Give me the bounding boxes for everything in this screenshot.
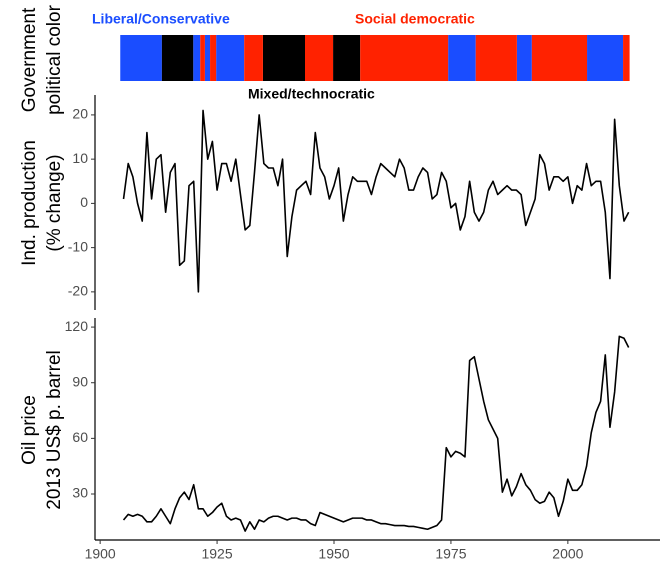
government-period — [262, 35, 306, 81]
y-tick-label: 120 — [65, 318, 89, 334]
y-tick-label: 60 — [72, 429, 88, 445]
y-axis-label: political color — [44, 4, 65, 114]
government-period — [516, 35, 532, 81]
y-axis-label: Ind. production — [19, 140, 40, 266]
y-axis-label: Government — [19, 7, 40, 112]
government-period — [475, 35, 517, 81]
government-period — [210, 35, 217, 81]
y-axis-label: 2013 US$ p. barrel — [44, 350, 65, 510]
x-tick-label: 1925 — [201, 546, 232, 562]
y-tick-label: 20 — [72, 106, 88, 122]
data-line — [122, 335, 630, 532]
y-axis-label: (% change) — [44, 154, 65, 251]
government-period — [204, 35, 211, 81]
government-period — [333, 35, 361, 81]
x-tick-label: 1900 — [85, 546, 116, 562]
x-tick-label: 1975 — [435, 546, 466, 562]
x-tick-label: 2000 — [552, 546, 583, 562]
government-period — [120, 35, 162, 81]
government-period — [623, 35, 630, 81]
government-period — [305, 35, 334, 81]
government-period — [193, 35, 201, 81]
y-tick-label: -20 — [68, 283, 88, 299]
y-tick-label: 10 — [72, 150, 88, 166]
government-period — [161, 35, 194, 81]
government-period — [448, 35, 476, 81]
legend-label: Social democratic — [355, 11, 475, 27]
y-tick-label: -10 — [68, 238, 88, 254]
y-axis-label: Oil price — [19, 395, 40, 465]
government-period — [244, 35, 263, 81]
y-tick-label: 30 — [72, 485, 88, 501]
government-period — [587, 35, 624, 81]
government-period — [216, 35, 245, 81]
government-period — [200, 35, 205, 81]
government-period — [531, 35, 588, 81]
y-tick-label: 90 — [72, 373, 88, 389]
government-period — [360, 35, 449, 81]
data-line — [122, 109, 630, 293]
legend-label: Mixed/technocratic — [248, 86, 375, 102]
x-tick-label: 1950 — [318, 546, 349, 562]
legend-label: Liberal/Conservative — [92, 11, 230, 27]
y-tick-label: 0 — [80, 194, 88, 210]
